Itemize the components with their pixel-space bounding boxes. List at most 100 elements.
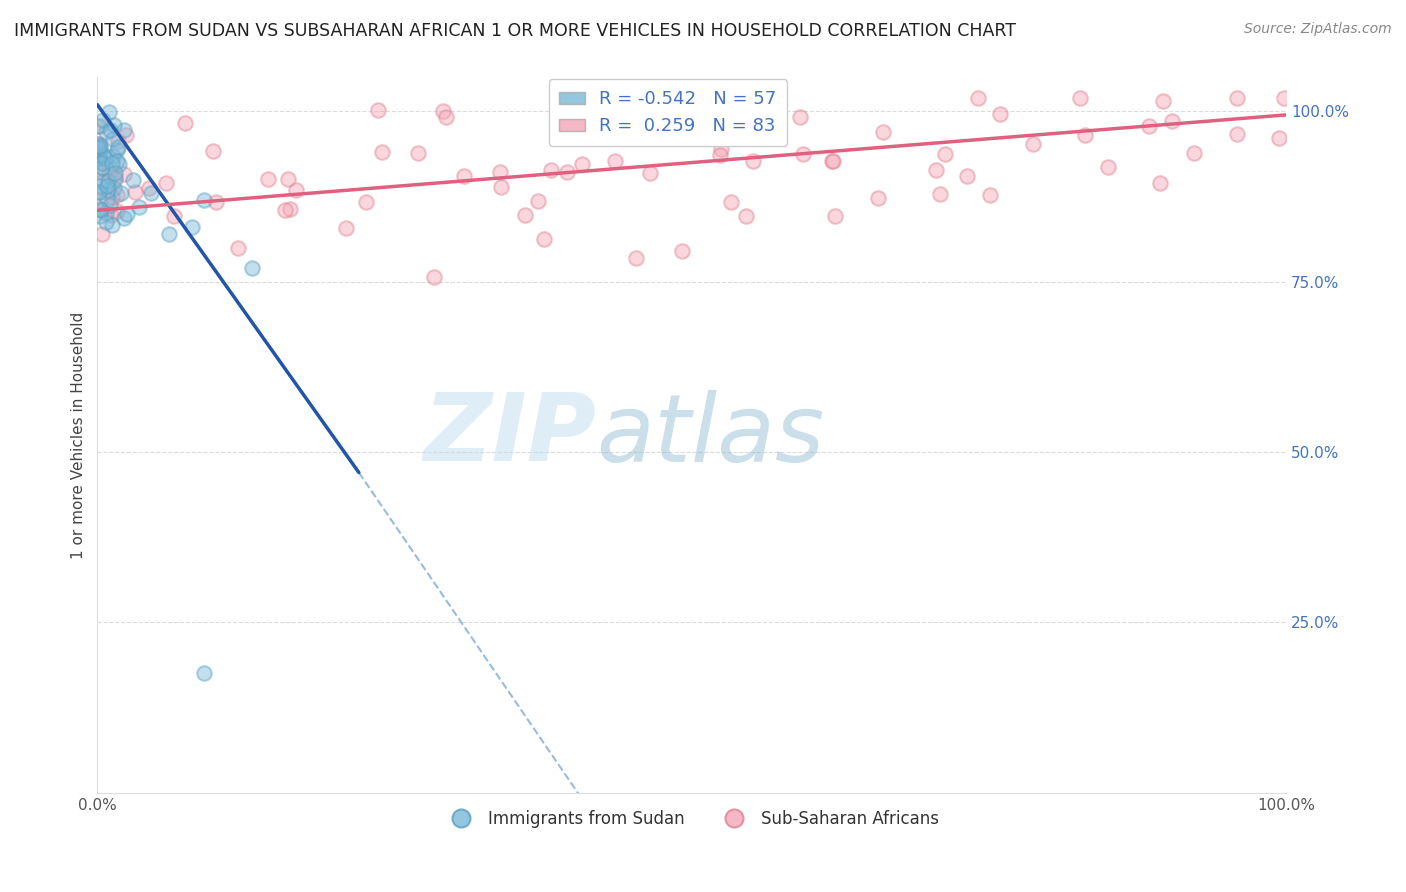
Point <box>824 210 846 224</box>
Point <box>823 154 845 169</box>
Point <box>1137 119 1160 133</box>
Point <box>640 165 662 179</box>
Point <box>671 244 693 259</box>
Point <box>89 141 111 155</box>
Point <box>100 209 122 223</box>
Point <box>527 194 550 208</box>
Point <box>285 183 308 197</box>
Point <box>533 232 555 246</box>
Point <box>108 157 131 171</box>
Point <box>202 145 225 159</box>
Point <box>515 208 537 222</box>
Point <box>181 220 204 235</box>
Point <box>91 147 114 161</box>
Point <box>101 156 124 170</box>
Point <box>422 270 444 285</box>
Point <box>107 188 129 202</box>
Point <box>128 200 150 214</box>
Point <box>89 185 111 199</box>
Point <box>1073 128 1095 142</box>
Point <box>115 207 138 221</box>
Point <box>86 136 108 151</box>
Point <box>280 202 302 217</box>
Point <box>87 185 110 199</box>
Point <box>925 163 948 178</box>
Point <box>89 142 111 156</box>
Point <box>98 123 121 137</box>
Point <box>91 227 114 241</box>
Point <box>1225 127 1247 141</box>
Point <box>193 193 215 207</box>
Point <box>124 185 146 199</box>
Point <box>1160 114 1182 128</box>
Point <box>821 154 844 169</box>
Legend: Immigrants from Sudan, Sub-Saharan Africans: Immigrants from Sudan, Sub-Saharan Afric… <box>437 803 946 834</box>
Point <box>89 209 111 223</box>
Point <box>735 209 758 223</box>
Point <box>453 169 475 184</box>
Point <box>96 179 118 194</box>
Point <box>110 186 132 201</box>
Point <box>104 166 127 180</box>
Point <box>240 261 263 276</box>
Point <box>94 152 117 166</box>
Point <box>988 107 1011 121</box>
Text: Source: ZipAtlas.com: Source: ZipAtlas.com <box>1244 22 1392 37</box>
Point <box>91 161 114 176</box>
Point <box>1226 91 1249 105</box>
Point <box>138 181 160 195</box>
Point <box>107 140 129 154</box>
Point <box>489 165 512 179</box>
Point <box>1268 131 1291 145</box>
Point <box>104 170 127 185</box>
Point <box>107 143 129 157</box>
Point <box>406 145 429 160</box>
Point <box>87 119 110 133</box>
Point <box>87 148 110 162</box>
Point <box>354 195 377 210</box>
Point <box>1149 176 1171 190</box>
Point <box>94 125 117 139</box>
Point <box>737 120 759 135</box>
Point <box>96 192 118 206</box>
Point <box>789 111 811 125</box>
Point <box>928 186 950 201</box>
Point <box>89 136 111 151</box>
Point <box>105 204 128 219</box>
Point <box>89 202 111 216</box>
Point <box>101 132 124 146</box>
Point <box>103 118 125 132</box>
Point <box>432 103 454 118</box>
Point <box>555 165 578 179</box>
Point <box>489 179 512 194</box>
Point <box>367 103 389 118</box>
Point <box>589 94 612 108</box>
Point <box>101 219 124 233</box>
Point <box>91 156 114 170</box>
Point <box>86 153 108 167</box>
Point <box>671 91 693 105</box>
Point <box>87 164 110 178</box>
Point <box>605 154 627 169</box>
Point <box>91 113 114 128</box>
Point <box>741 154 763 169</box>
Point <box>571 157 593 171</box>
Point <box>434 111 457 125</box>
Point <box>257 171 280 186</box>
Point <box>792 146 814 161</box>
Point <box>371 145 394 159</box>
Point <box>89 120 111 134</box>
Point <box>540 162 562 177</box>
Point <box>97 174 120 188</box>
Point <box>1182 146 1205 161</box>
Point <box>90 160 112 174</box>
Point <box>1152 94 1174 108</box>
Point <box>98 167 121 181</box>
Point <box>624 251 647 265</box>
Point <box>979 187 1001 202</box>
Point <box>1021 136 1043 151</box>
Point <box>173 116 195 130</box>
Point <box>720 194 742 209</box>
Point <box>112 167 135 181</box>
Point <box>163 209 186 223</box>
